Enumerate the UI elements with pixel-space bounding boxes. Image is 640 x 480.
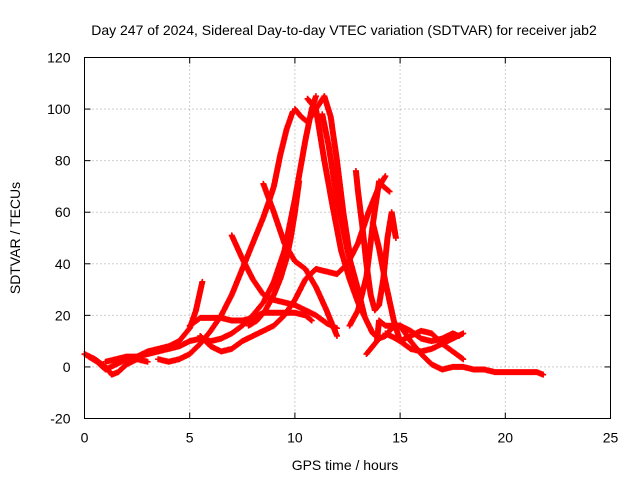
data-marks [245,178,303,329]
data-marks [369,219,467,355]
series-arc-8 [260,180,340,339]
data-marks [304,95,401,342]
series-arc-9 [245,178,303,329]
series-arc-16 [369,219,467,355]
y-axis-title: SDTVAR / TECUs [7,182,23,294]
grid-layer [84,57,611,419]
data-marks [260,180,340,339]
y-tick-label: 20 [55,307,71,323]
series-arc-7 [228,232,340,332]
x-axis-title: GPS time / hours [292,457,399,473]
data-marks [382,327,467,363]
y-tick-label: 0 [63,359,71,375]
series-arc-4 [155,108,296,365]
plot-frame [84,57,611,419]
x-tick-label: 5 [186,430,194,446]
y-tick-label: 120 [47,50,71,66]
x-tick-label: 25 [603,430,619,446]
x-tick-label: 10 [287,430,303,446]
chart-title: Day 247 of 2024, Sidereal Day-to-day VTE… [91,22,597,38]
series-arc-18 [397,322,547,378]
series-layer [81,93,547,378]
x-tick-labels: 0 5 10 15 20 25 [81,430,619,446]
series-arc-17 [382,327,467,363]
tick-layer [84,57,611,419]
x-tick-label: 15 [392,430,408,446]
y-tick-label: 100 [47,101,71,117]
series-arc-12 [304,95,401,342]
data-marks [397,322,547,378]
data-marks [155,108,296,365]
y-tick-label: 60 [55,204,71,220]
y-tick-label: 40 [55,256,71,272]
y-tick-labels: -20 0 20 40 60 80 100 120 [47,50,71,427]
x-tick-label: 20 [498,430,514,446]
x-tick-label: 0 [81,430,89,446]
data-marks [228,232,340,332]
y-tick-label: -20 [50,411,70,427]
y-tick-label: 80 [55,153,71,169]
data-marks [319,111,368,319]
series-arc-11 [319,111,368,319]
